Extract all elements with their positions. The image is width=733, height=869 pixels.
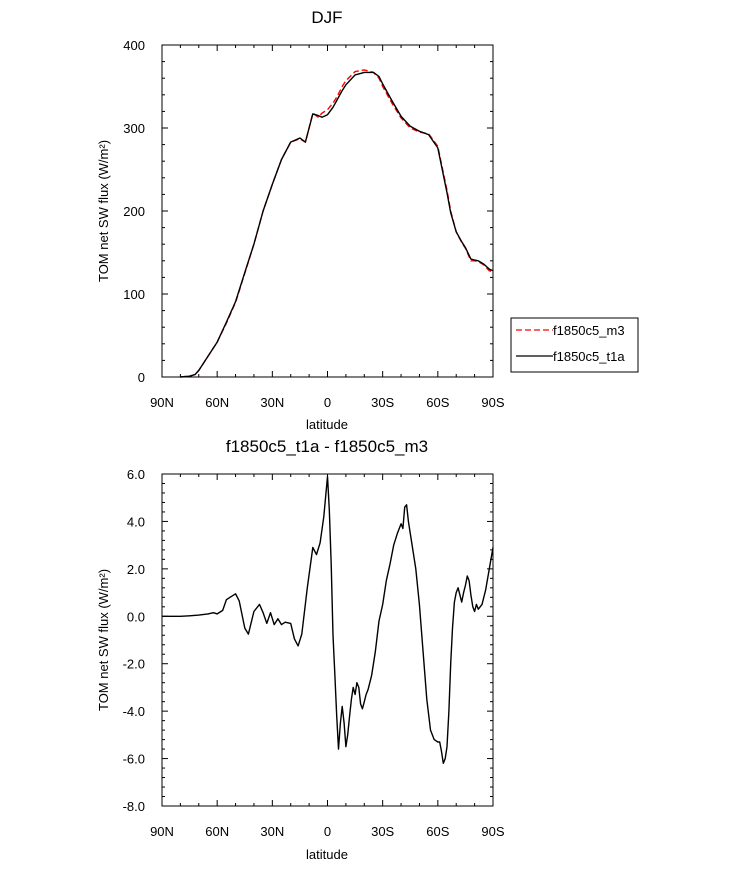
y-tick-label: 6.0 xyxy=(127,467,145,482)
y-tick-label: 2.0 xyxy=(127,562,145,577)
y-tick-label: -2.0 xyxy=(123,657,145,672)
chart-djf: DJF latitude TOM net SW flux (W/m²) 90N 6… xyxy=(96,8,639,432)
y-axis-label: TOM net SW flux (W/m²) xyxy=(96,140,111,282)
plot-area: 90N 60N 30N 0 30S 60S 90S 0 100 200 300 400 xyxy=(123,38,505,410)
legend: f1850c5_m3 f1850c5_t1a xyxy=(510,317,639,373)
chart-difference: f1850c5_t1a - f1850c5_m3 latitude TOM ne… xyxy=(96,437,505,862)
plot-area: 90N 60N 30N 0 30S 60S 90S -8.0 -6.0 -4.0 -2.0 0.0 2.… xyxy=(123,467,505,839)
legend-box xyxy=(510,317,639,373)
x-axis-label: latitude xyxy=(306,847,348,862)
chart-title: DJF xyxy=(311,8,342,27)
chart-title: f1850c5_t1a - f1850c5_m3 xyxy=(226,437,428,456)
x-tick-label: 30N xyxy=(260,824,284,839)
y-tick-label: -6.0 xyxy=(123,752,145,767)
y-axis-label: TOM net SW flux (W/m²) xyxy=(96,569,111,711)
y-tick-label: 4.0 xyxy=(127,514,145,529)
x-tick-label: 90N xyxy=(150,395,174,410)
x-tick-label: 60N xyxy=(205,824,229,839)
x-tick-label: 60S xyxy=(426,395,449,410)
y-tick-label: 0 xyxy=(138,370,145,385)
x-tick-label: 0 xyxy=(324,395,331,410)
x-tick-label: 0 xyxy=(324,824,331,839)
x-tick-label: 30N xyxy=(260,395,284,410)
plot-frame xyxy=(161,473,494,807)
legend-label-t1a: f1850c5_t1a xyxy=(553,349,625,364)
series-line-difference xyxy=(162,475,494,764)
x-tick-label: 90N xyxy=(150,824,174,839)
x-tick-label: 90S xyxy=(481,395,504,410)
legend-label-m3: f1850c5_m3 xyxy=(553,323,625,338)
y-tick-label: 200 xyxy=(123,204,145,219)
series-line-f1850c5_m3 xyxy=(180,69,494,378)
y-tick-label: -4.0 xyxy=(123,704,145,719)
x-tick-label: 30S xyxy=(371,824,394,839)
y-tick-label: 100 xyxy=(123,287,145,302)
y-tick-label: 300 xyxy=(123,121,145,136)
series-line-f1850c5_t1a xyxy=(180,71,494,378)
y-tick-label: 0.0 xyxy=(127,609,145,624)
x-tick-label: 90S xyxy=(481,824,504,839)
plot-frame xyxy=(161,44,494,378)
y-tick-label: 400 xyxy=(123,38,145,53)
x-tick-label: 60S xyxy=(426,824,449,839)
x-tick-label: 30S xyxy=(371,395,394,410)
x-axis-label: latitude xyxy=(306,417,348,432)
x-tick-label: 60N xyxy=(205,395,229,410)
y-tick-label: -8.0 xyxy=(123,799,145,814)
